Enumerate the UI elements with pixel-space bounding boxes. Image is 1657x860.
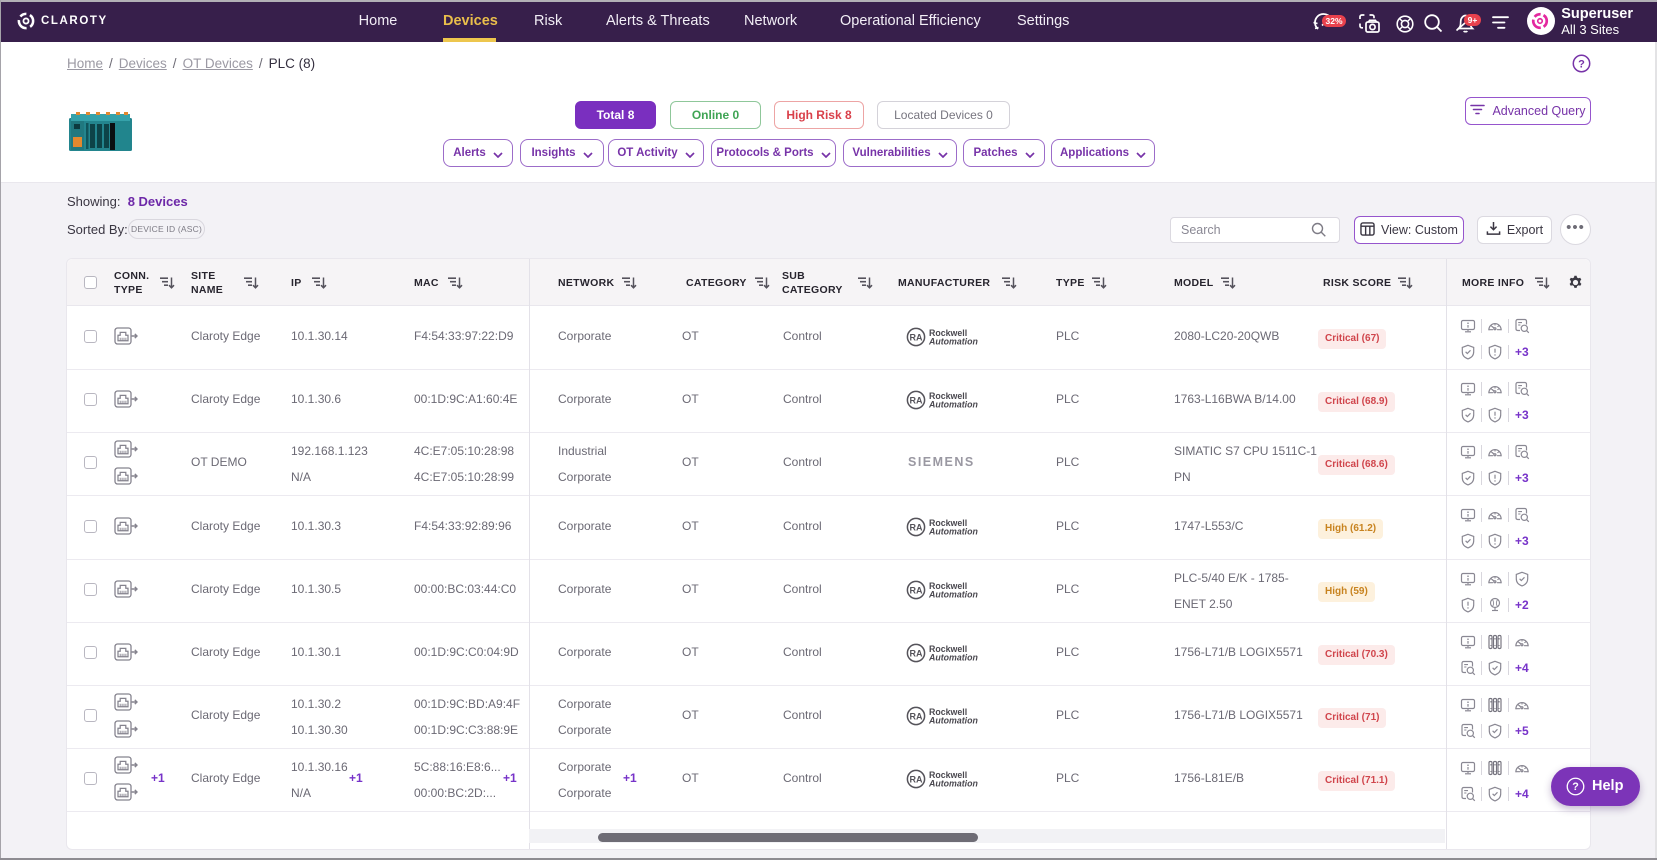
svg-text:?: ?	[1578, 59, 1585, 71]
svg-text:?: ?	[1572, 781, 1579, 793]
